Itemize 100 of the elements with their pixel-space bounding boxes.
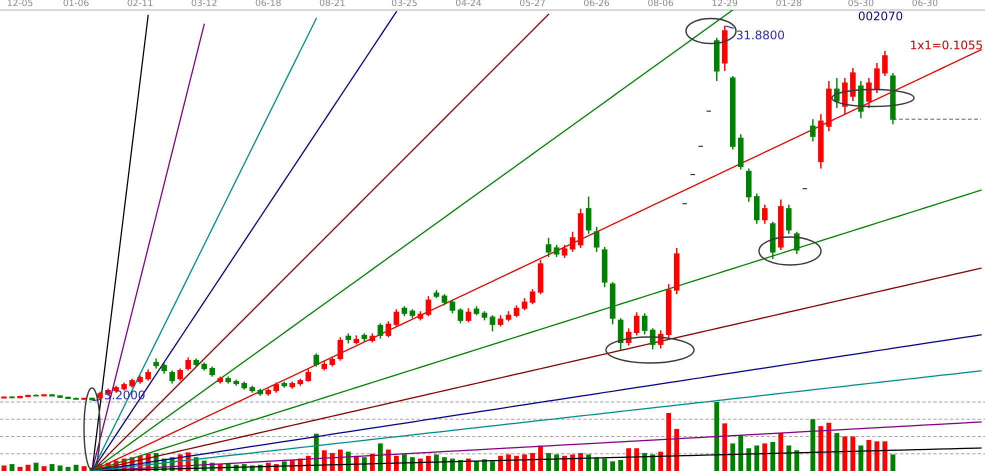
bar [826, 422, 832, 471]
bar [426, 456, 431, 471]
bar [730, 443, 736, 471]
candlestick [786, 204, 792, 235]
chart-title: 002070 [858, 11, 902, 20]
candlestick [546, 237, 552, 258]
bar [842, 436, 848, 471]
bar [442, 457, 447, 471]
annotation: 1x1=0.1055 [911, 40, 982, 50]
bar [74, 464, 78, 471]
candlestick [594, 226, 600, 253]
bar [362, 457, 367, 471]
bar [530, 453, 535, 471]
candlestick [850, 67, 856, 102]
candlestick [882, 50, 888, 77]
bar [514, 456, 519, 471]
candlestick [570, 231, 576, 253]
candlestick [145, 368, 151, 382]
candlestick [426, 295, 432, 317]
candlestick [506, 310, 512, 322]
bar [874, 441, 880, 471]
candlestick [458, 308, 464, 324]
candlestick [650, 328, 656, 350]
candlestick [754, 192, 760, 224]
candlestick [874, 62, 880, 94]
bar [50, 464, 54, 471]
candlestick [177, 368, 183, 382]
bar [834, 433, 840, 471]
bar [594, 457, 600, 471]
bar [2, 465, 6, 471]
bar [10, 464, 14, 471]
bar [546, 453, 551, 471]
bar [498, 456, 503, 471]
bar [490, 461, 495, 471]
candlestick [442, 293, 448, 306]
candlestick [185, 356, 191, 372]
candlestick [562, 244, 568, 259]
bar [570, 454, 575, 471]
bar [618, 460, 624, 471]
candlestick [490, 314, 496, 332]
bar [714, 402, 720, 471]
bar [18, 466, 22, 471]
candlestick [330, 356, 336, 368]
candlestick [466, 308, 472, 323]
candlestick [498, 314, 504, 328]
bar [554, 454, 559, 471]
bar [866, 440, 872, 471]
bar [602, 458, 608, 471]
candlestick [306, 368, 312, 382]
candlestick [314, 352, 320, 368]
candlestick [209, 366, 215, 378]
bar [434, 454, 439, 471]
candlestick [450, 300, 456, 314]
bar [666, 413, 672, 471]
candlestick [161, 362, 167, 374]
bar [882, 441, 888, 471]
bar [890, 454, 896, 471]
bar [610, 461, 616, 471]
candlestick [402, 306, 408, 317]
bar [42, 466, 46, 471]
bar [82, 466, 86, 471]
candlestick [153, 358, 159, 370]
bar [506, 454, 511, 471]
bar [402, 454, 407, 471]
bar [770, 442, 776, 471]
candlestick [634, 312, 640, 336]
bar [26, 464, 30, 471]
candlestick [418, 310, 424, 322]
bar [394, 456, 399, 471]
bar [474, 460, 479, 471]
candlestick [346, 332, 352, 344]
candlestick [618, 318, 624, 352]
bar [626, 448, 632, 471]
candlestick [378, 322, 384, 340]
bar [66, 466, 70, 471]
candlestick [482, 310, 488, 322]
candlestick [530, 288, 536, 305]
bar [58, 465, 62, 471]
bar [418, 458, 423, 471]
candlestick [274, 382, 280, 394]
bar [850, 436, 856, 471]
bar [34, 462, 38, 471]
bar [578, 453, 583, 471]
bar [458, 460, 463, 471]
candlestick [522, 297, 528, 311]
candlestick [394, 308, 400, 328]
candlestick [586, 196, 592, 235]
candlestick [794, 231, 800, 255]
candlestick [554, 244, 560, 258]
candlestick [810, 118, 816, 142]
candlestick [514, 304, 520, 318]
candlestick [866, 77, 872, 109]
annotation: 31.8800 [736, 30, 784, 40]
candlestick [386, 320, 392, 338]
bar [522, 454, 527, 471]
bar [786, 445, 792, 471]
candlestick [169, 370, 175, 384]
candlestick [338, 336, 344, 362]
candlestick [762, 204, 768, 224]
bar [746, 448, 752, 471]
